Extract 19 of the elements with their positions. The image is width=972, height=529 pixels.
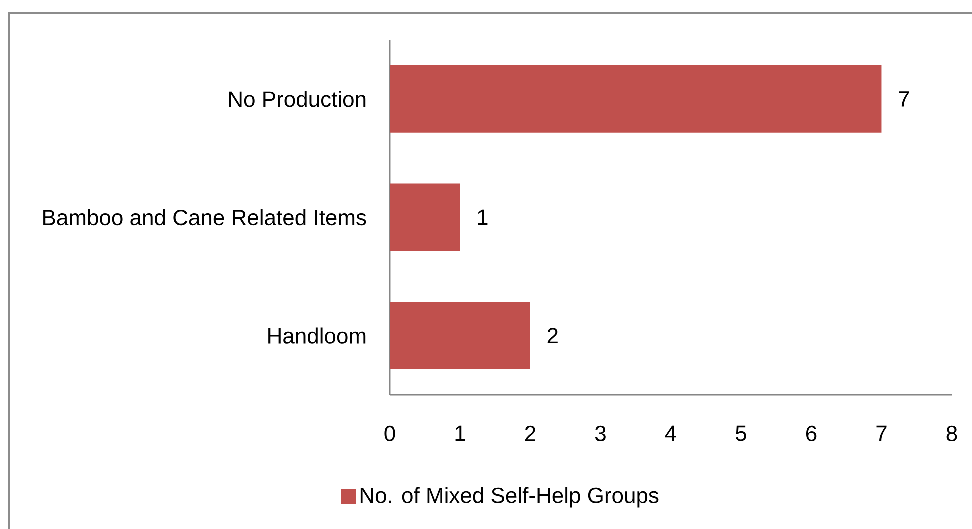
x-tick-label: 0 xyxy=(384,426,396,442)
data-label: 7 xyxy=(899,92,910,107)
x-tick-label: 5 xyxy=(736,426,746,442)
y-tick-label: Handloom xyxy=(268,328,366,344)
x-tick-label: 6 xyxy=(806,426,817,442)
y-tick-label: No Production xyxy=(229,91,366,108)
bar xyxy=(390,65,882,133)
x-tick-label: 8 xyxy=(946,426,958,442)
x-tick-label: 2 xyxy=(525,426,536,442)
y-tick-label: Bamboo and Cane Related Items xyxy=(44,209,366,226)
x-tick-label: 7 xyxy=(876,426,887,442)
x-tick-label: 3 xyxy=(595,426,606,442)
legend-label: No. of Mixed Self-Help Groups xyxy=(360,487,659,508)
bar xyxy=(390,302,530,370)
data-label: 1 xyxy=(478,210,488,226)
data-label: 2 xyxy=(548,328,558,344)
x-tick-label: 4 xyxy=(665,426,676,442)
x-tick-label: 1 xyxy=(456,426,466,442)
bar xyxy=(390,184,460,252)
